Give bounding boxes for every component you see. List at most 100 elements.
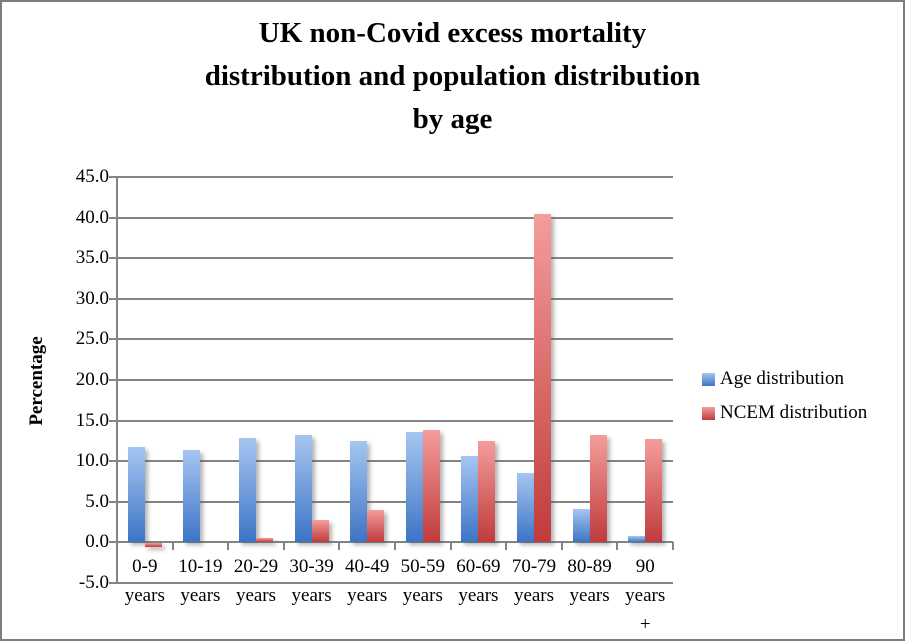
- y-tick-mark: [109, 419, 117, 422]
- y-tick-label: 40.0: [75, 206, 109, 228]
- y-tick-mark: [109, 500, 117, 503]
- y-tick-mark: [109, 338, 117, 341]
- x-axis-label-line: +: [639, 614, 651, 636]
- x-axis-label-line: 30-39: [289, 556, 334, 578]
- gridline: [117, 419, 673, 422]
- y-tick-label: 20.0: [75, 369, 109, 390]
- gridline: [117, 216, 673, 219]
- bar-age-distribution-7: [517, 473, 534, 543]
- y-tick-mark: [109, 460, 117, 463]
- y-tick-label: 0.0: [85, 531, 109, 553]
- x-axis-label-0: 0-9 years: [111, 552, 179, 610]
- bar-age-distribution-5: [405, 431, 423, 543]
- x-tick-mark: [672, 542, 674, 551]
- legend-label: NCEM distribution: [720, 402, 868, 423]
- y-tick-mark: [109, 379, 117, 381]
- x-axis-label-line: years: [458, 585, 499, 607]
- bar-ncem-distribution-2: [256, 538, 273, 543]
- y-tick-mark: [109, 541, 117, 544]
- gridline: [117, 500, 673, 503]
- x-axis-label-7: 70-79 years: [500, 552, 568, 610]
- y-tick-label: 35.0: [75, 247, 109, 269]
- bar-ncem-distribution-8: [589, 435, 607, 543]
- x-axis-label-line: 20-29: [233, 556, 279, 578]
- x-axis-label-line: years: [124, 585, 165, 607]
- y-tick-label: 25.0: [75, 328, 109, 350]
- gridline: [117, 176, 673, 178]
- y-tick-label: -5.0: [78, 572, 109, 593]
- x-tick-mark: [394, 542, 396, 551]
- x-axis-label-line: years: [235, 585, 277, 607]
- x-axis-label-line: years: [347, 585, 388, 607]
- x-axis-label-line: years: [569, 585, 610, 607]
- x-tick-mark: [338, 542, 341, 551]
- x-axis-label-1: 10-19 years: [167, 552, 235, 610]
- bar-ncem-distribution-3: [311, 519, 329, 543]
- y-tick-mark: [109, 582, 117, 584]
- y-tick-mark: [109, 297, 117, 300]
- x-axis-label-2: 20-29 years: [222, 552, 290, 610]
- y-tick-mark: [109, 257, 117, 260]
- x-tick-mark: [116, 542, 118, 551]
- gridline: [117, 582, 673, 584]
- gridline: [117, 257, 673, 260]
- x-tick-mark: [449, 542, 452, 551]
- chart-title-line-3: by age: [412, 103, 493, 135]
- legend-swatch-icon: [702, 406, 715, 420]
- x-tick-mark: [227, 542, 230, 551]
- x-axis-label-line: years: [180, 585, 221, 607]
- legend-swatch-icon: [702, 372, 715, 386]
- x-axis-label-line: years: [513, 585, 555, 607]
- y-tick-label: 45.0: [75, 166, 109, 187]
- bar-age-distribution-8: [572, 509, 590, 543]
- x-axis-label-6: 60-69 years: [445, 552, 513, 610]
- x-axis-label-line: 10-19: [178, 556, 223, 578]
- bar-age-distribution-4: [350, 440, 368, 543]
- x-tick-mark: [560, 542, 563, 551]
- chart-title-line-2: distribution and population distribution: [204, 60, 701, 92]
- y-tick-label: 15.0: [75, 409, 109, 431]
- x-axis-label-line: 40-49: [345, 556, 390, 578]
- x-axis-label-3: 30-39 years: [278, 552, 346, 610]
- x-axis-label-line: 0-9: [132, 556, 158, 578]
- y-tick-label: 5.0: [85, 490, 109, 512]
- bar-age-distribution-2: [239, 438, 256, 543]
- x-axis-label-line: years: [291, 585, 332, 607]
- x-axis-label-line: 70-79: [511, 556, 557, 578]
- gridline: [117, 460, 673, 463]
- bar-age-distribution-9: [628, 535, 646, 543]
- x-tick-mark: [171, 542, 174, 551]
- gridline: [117, 379, 673, 381]
- x-tick-mark: [282, 542, 285, 551]
- bar-age-distribution-1: [183, 449, 201, 543]
- chart-title: UK non-Covid excess mortality distributi…: [2, 12, 903, 141]
- gridline: [117, 338, 673, 341]
- y-tick-label: 10.0: [75, 450, 109, 472]
- y-tick-mark: [109, 176, 117, 178]
- x-axis-label-line: 50-59: [400, 556, 445, 578]
- x-axis-label-line: years: [625, 585, 666, 607]
- x-axis-label-line: 80-89: [567, 556, 612, 578]
- legend-item-age-distribution: Age distribution: [702, 368, 844, 390]
- bar-ncem-distribution-9: [645, 439, 663, 543]
- x-axis-label-8: 80-89 years: [556, 552, 624, 610]
- y-axis-line: [116, 177, 118, 583]
- x-axis-label-5: 50-59 years: [389, 552, 457, 610]
- gridline: [117, 297, 673, 300]
- x-axis-label-4: 40-49 years: [333, 552, 401, 610]
- x-axis-label-9: 90 years +: [611, 552, 679, 639]
- x-tick-mark: [616, 542, 619, 551]
- bar-ncem-distribution-5: [422, 429, 440, 543]
- bar-age-distribution-3: [294, 435, 312, 543]
- chart-title-line-1: UK non-Covid excess mortality: [258, 17, 647, 49]
- legend-item-ncem-distribution: NCEM distribution: [702, 402, 867, 424]
- bar-ncem-distribution-4: [367, 509, 385, 543]
- bar-ncem-distribution-7: [534, 213, 551, 543]
- legend-label: Age distribution: [720, 368, 845, 389]
- bar-age-distribution-0: [127, 446, 145, 543]
- x-axis-label-line: 60-69: [456, 556, 501, 578]
- bar-age-distribution-6: [461, 456, 479, 543]
- bar-ncem-distribution-0: [144, 543, 162, 548]
- y-tick-label: 30.0: [75, 287, 109, 309]
